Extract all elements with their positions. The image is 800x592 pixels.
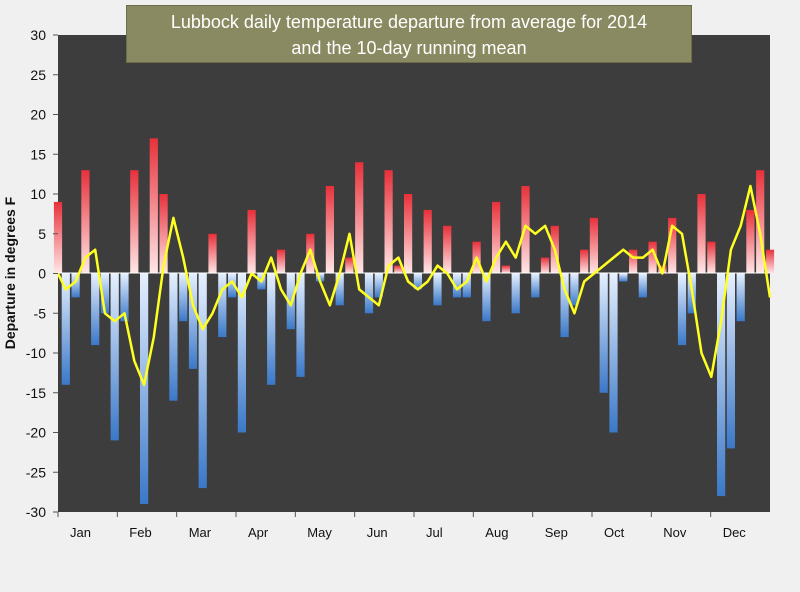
- daily-bar: [208, 233, 217, 274]
- daily-bar: [668, 217, 677, 274]
- daily-bar: [130, 170, 139, 274]
- daily-bar: [296, 273, 305, 377]
- daily-bar: [629, 249, 638, 274]
- x-tick-label: Sep: [545, 525, 568, 540]
- chart-title: Lubbock daily temperature departure from…: [126, 5, 692, 63]
- x-tick-label: Jul: [426, 525, 443, 540]
- y-tick-label: -25: [26, 464, 46, 480]
- daily-bar: [218, 273, 227, 338]
- daily-bar: [717, 273, 726, 497]
- daily-bar: [335, 273, 344, 306]
- y-tick-label: -30: [26, 504, 46, 520]
- daily-bar: [149, 138, 158, 274]
- y-tick-label: 20: [30, 107, 46, 123]
- daily-bar: [443, 225, 452, 274]
- daily-bar: [756, 170, 765, 274]
- daily-bar: [423, 209, 432, 274]
- y-tick-label: 30: [30, 27, 46, 43]
- x-tick-label: Feb: [129, 525, 151, 540]
- daily-bar: [159, 194, 168, 274]
- daily-bar: [394, 265, 403, 274]
- daily-bar: [599, 273, 608, 393]
- daily-bar: [511, 273, 520, 314]
- x-tick-label: Dec: [723, 525, 747, 540]
- y-tick-label: 25: [30, 67, 46, 83]
- y-tick-label: 10: [30, 186, 46, 202]
- x-tick-label: Nov: [663, 525, 687, 540]
- daily-bar: [452, 273, 462, 298]
- daily-bar: [531, 273, 540, 298]
- y-tick-label: 5: [38, 226, 46, 242]
- daily-bar: [179, 273, 188, 322]
- y-tick-label: -20: [26, 425, 46, 441]
- daily-bar: [482, 273, 491, 322]
- daily-bar: [638, 273, 647, 298]
- x-tick-label: May: [307, 525, 332, 540]
- daily-bar: [325, 186, 334, 274]
- daily-bar: [697, 194, 706, 274]
- daily-bar: [237, 273, 246, 433]
- daily-bar: [276, 249, 286, 274]
- daily-bar: [707, 241, 716, 274]
- y-axis: 30 25 20 15 10 5 0 -5 -10 -15 -20 -25 -30: [26, 27, 58, 520]
- daily-bar: [619, 273, 628, 282]
- daily-bar: [765, 249, 775, 274]
- daily-bar: [648, 241, 657, 274]
- daily-bar: [560, 273, 569, 338]
- daily-bar: [169, 273, 178, 401]
- daily-bar: [677, 273, 687, 346]
- y-tick-label: -15: [26, 385, 46, 401]
- daily-bar: [247, 209, 256, 274]
- daily-bar: [384, 170, 393, 274]
- chart-title-line-2: and the 10-day running mean: [291, 38, 527, 58]
- daily-bar: [462, 273, 471, 298]
- x-axis: Jan Feb Mar Apr May Jun Jul Aug Sep Oct Nov Dec: [57, 512, 747, 540]
- daily-bar: [355, 162, 364, 274]
- daily-bar: [53, 201, 63, 274]
- daily-bar: [140, 273, 149, 504]
- daily-bar: [501, 265, 510, 274]
- daily-bar: [736, 273, 745, 322]
- y-tick-label: -10: [26, 345, 46, 361]
- daily-bar: [91, 273, 100, 346]
- x-tick-label: Jan: [70, 525, 91, 540]
- chart-title-line-1: Lubbock daily temperature departure from…: [170, 12, 648, 32]
- daily-bar: [364, 273, 374, 314]
- x-tick-label: Apr: [248, 525, 269, 540]
- daily-bar: [609, 273, 618, 433]
- daily-bar: [188, 273, 198, 369]
- daily-bar: [570, 273, 579, 306]
- x-tick-label: Jun: [367, 525, 388, 540]
- daily-bar: [100, 273, 109, 314]
- daily-bar: [413, 273, 422, 290]
- daily-bar: [81, 170, 90, 274]
- daily-bar: [71, 273, 80, 298]
- daily-bar: [198, 273, 207, 489]
- daily-bar: [433, 273, 442, 306]
- daily-bar: [228, 273, 237, 298]
- y-tick-label: -5: [34, 305, 47, 321]
- daily-bar: [580, 249, 589, 274]
- daily-bar: [374, 273, 383, 298]
- daily-bar: [404, 194, 413, 274]
- y-axis-label: Departure in degrees F: [2, 196, 18, 350]
- x-tick-label: Oct: [604, 525, 625, 540]
- daily-bar: [267, 273, 276, 385]
- daily-bar: [492, 201, 501, 274]
- y-tick-label: 15: [30, 146, 46, 162]
- x-tick-label: Mar: [189, 525, 212, 540]
- x-tick-label: Aug: [485, 525, 508, 540]
- daily-bar: [345, 257, 354, 274]
- daily-bar: [540, 257, 550, 274]
- daily-bar: [746, 209, 755, 274]
- daily-bar: [120, 273, 129, 322]
- daily-bar: [589, 217, 598, 274]
- running-mean-line: [56, 184, 772, 387]
- daily-bar: [726, 273, 735, 449]
- daily-bar: [61, 273, 70, 385]
- daily-bar: [110, 273, 119, 441]
- y-tick-label: 0: [38, 266, 46, 282]
